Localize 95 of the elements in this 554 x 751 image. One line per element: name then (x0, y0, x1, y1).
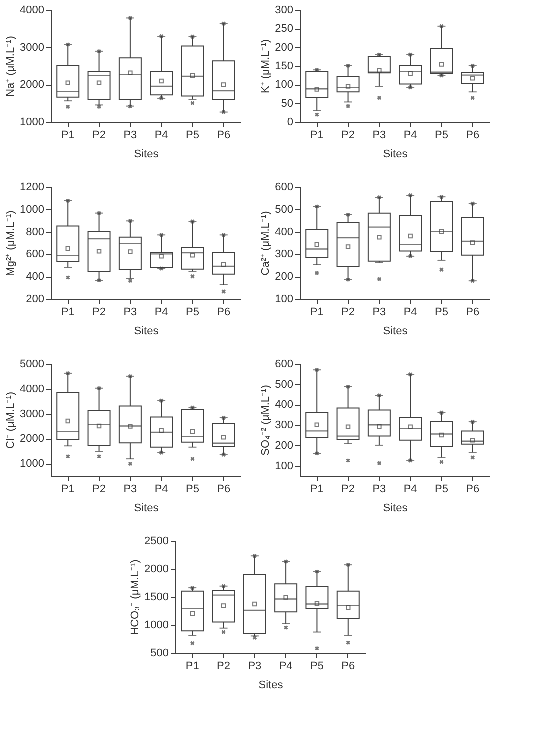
y-axis-title: HCO₃⁻ (μM.L⁻¹) (130, 560, 142, 636)
x-tick-label: P3 (124, 484, 138, 496)
x-axis-title: Sites (134, 502, 160, 514)
x-tick-label: P5 (434, 306, 448, 318)
y-tick-label: 300 (275, 4, 294, 16)
x-tick-label: P2 (92, 484, 106, 496)
y-tick-label: 300 (275, 248, 294, 261)
y-tick-label: 400 (275, 226, 294, 238)
y-tick-label: 0 (287, 116, 294, 128)
y-axis-title: Cl⁻ (μM.L⁻¹) (5, 392, 18, 450)
x-tick-label: P5 (434, 130, 448, 142)
y-tick-label: 200 (26, 294, 44, 306)
y-tick-label: 2000 (144, 564, 169, 576)
x-tick-label: P3 (248, 660, 262, 672)
y-tick-label: 4000 (20, 4, 44, 16)
y-axis-title: Ca²⁺ (μM.L⁻¹) (260, 211, 272, 276)
y-axis-title: Na⁺ (μM.L⁻¹) (5, 36, 18, 97)
y-tick-label: 4000 (20, 383, 44, 396)
y-tick-label: 2000 (20, 79, 44, 92)
x-tick-label: P1 (61, 130, 75, 142)
y-axis-title: Mg²⁺ (μM.L⁻¹) (5, 210, 18, 276)
y-tick-label: 600 (275, 182, 294, 194)
x-tick-label: P2 (92, 306, 106, 318)
x-tick-label: P3 (372, 130, 386, 142)
y-tick-label: 150 (275, 60, 294, 72)
y-tick-label: 600 (26, 248, 44, 261)
x-tick-label: P2 (342, 484, 356, 496)
x-tick-label: P5 (434, 484, 448, 496)
y-tick-label: 600 (275, 358, 294, 370)
x-tick-label: P6 (342, 660, 356, 672)
x-tick-label: P2 (342, 306, 356, 318)
y-tick-label: 200 (275, 271, 294, 284)
x-tick-label: P5 (186, 306, 200, 318)
x-tick-label: P3 (372, 306, 386, 318)
x-axis-title: Sites (258, 680, 284, 692)
x-tick-label: P1 (186, 660, 200, 672)
y-tick-label: 500 (275, 204, 294, 216)
x-tick-label: P3 (372, 484, 386, 496)
x-tick-label: P1 (310, 306, 324, 318)
x-axis-title: Sites (134, 326, 160, 338)
y-tick-label: 1000 (20, 458, 44, 470)
x-axis-title: Sites (134, 148, 160, 160)
y-tick-label: 400 (275, 399, 294, 412)
x-tick-label: P3 (124, 130, 138, 142)
y-tick-label: 250 (275, 23, 294, 36)
y-axis-title: K⁺ (μM.L⁻¹) (260, 39, 272, 94)
x-axis-title: Sites (383, 326, 408, 338)
x-tick-label: P6 (217, 306, 231, 318)
y-tick-label: 100 (275, 460, 294, 472)
x-tick-label: P4 (404, 484, 418, 496)
y-tick-label: 3000 (20, 408, 44, 420)
y-tick-label: 5000 (20, 358, 44, 370)
y-tick-label: 400 (26, 271, 44, 284)
y-tick-label: 1000 (144, 620, 169, 632)
y-tick-label: 500 (275, 378, 294, 391)
x-tick-label: P4 (404, 306, 418, 318)
x-axis-title: Sites (383, 502, 408, 514)
y-tick-label: 50 (281, 98, 294, 110)
x-tick-label: P1 (61, 306, 75, 318)
x-tick-label: P4 (404, 130, 418, 142)
y-tick-label: 3000 (20, 42, 44, 54)
y-tick-label: 2500 (144, 536, 169, 548)
y-tick-label: 800 (26, 226, 44, 238)
x-tick-label: P4 (154, 306, 168, 318)
x-tick-label: P4 (154, 130, 168, 142)
x-tick-label: P5 (310, 660, 324, 672)
y-tick-label: 200 (275, 42, 294, 54)
x-tick-label: P3 (124, 306, 138, 318)
x-tick-label: P2 (217, 660, 231, 672)
x-tick-label: P1 (310, 484, 324, 496)
y-tick-label: 2000 (20, 433, 44, 446)
x-tick-label: P4 (279, 660, 293, 672)
x-tick-label: P6 (217, 130, 231, 142)
y-tick-label: 500 (150, 648, 169, 660)
y-tick-label: 100 (275, 294, 294, 306)
x-tick-label: P5 (186, 130, 200, 142)
y-tick-label: 300 (275, 420, 294, 432)
x-tick-label: P5 (186, 484, 200, 496)
y-tick-label: 1000 (20, 204, 44, 216)
x-tick-label: P6 (466, 484, 480, 496)
x-tick-label: P6 (217, 484, 231, 496)
y-tick-label: 1200 (20, 182, 44, 194)
y-axis-title: SO₄⁻² (μM.L⁻¹) (260, 385, 272, 456)
y-tick-label: 100 (275, 79, 294, 92)
x-tick-label: P4 (154, 484, 168, 496)
x-tick-label: P1 (61, 484, 75, 496)
x-tick-label: P6 (466, 130, 480, 142)
x-axis-title: Sites (383, 148, 408, 160)
y-tick-label: 1000 (20, 116, 44, 128)
x-tick-label: P2 (342, 130, 356, 142)
x-tick-label: P1 (310, 130, 324, 142)
x-tick-label: P2 (92, 130, 106, 142)
y-tick-label: 200 (275, 440, 294, 452)
x-tick-label: P6 (466, 306, 480, 318)
y-tick-label: 1500 (144, 592, 169, 604)
